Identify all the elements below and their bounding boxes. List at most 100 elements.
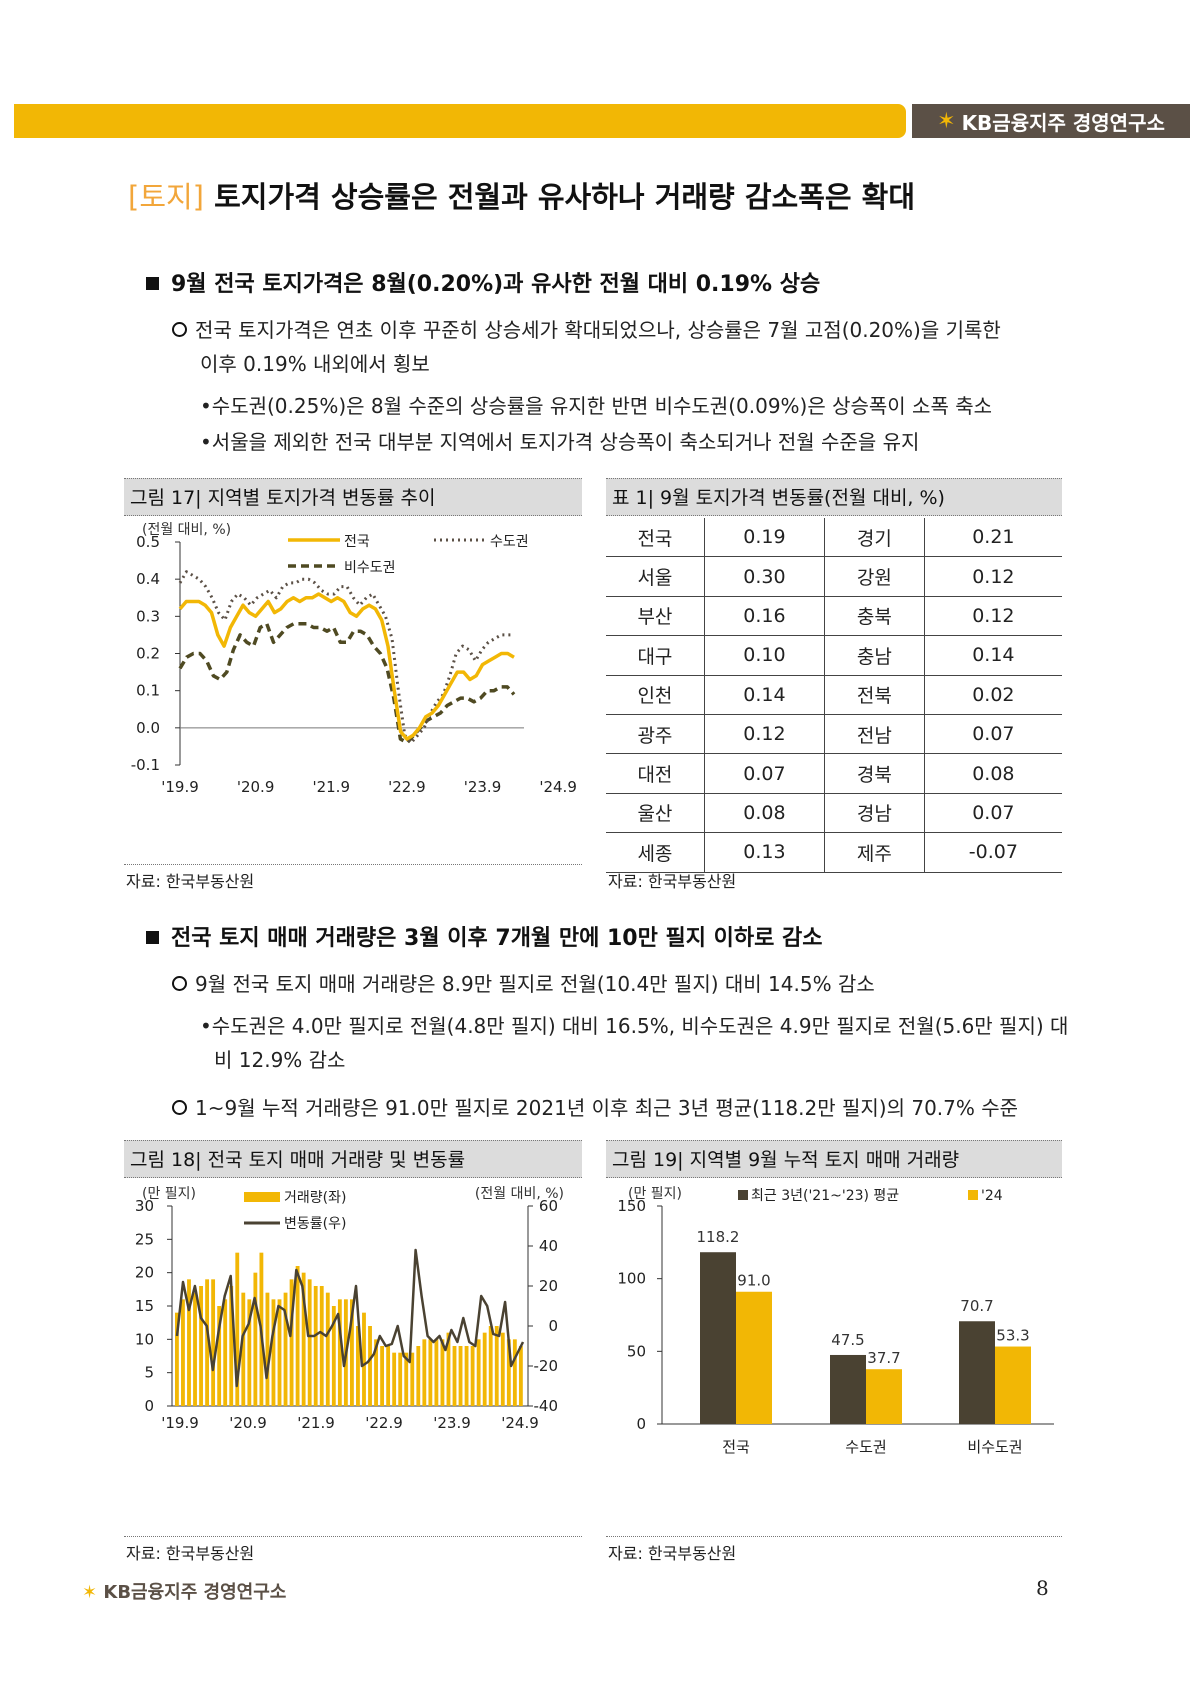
x-tick-label: '21.9 — [297, 1414, 335, 1432]
y-left-tick-label: 0 — [144, 1397, 154, 1415]
x-category-label: 수도권 — [845, 1438, 886, 1456]
data-label: 91.0 — [737, 1272, 770, 1290]
y-tick-label: 50 — [627, 1342, 646, 1360]
volume-bar — [313, 1286, 318, 1406]
region-cell: 서울 — [606, 556, 705, 597]
avg-bar — [830, 1354, 866, 1424]
volume-bar — [482, 1332, 487, 1406]
unit-label: (만 필지) — [628, 1186, 682, 1202]
legend-label: 최근 3년('21~'23) 평균 — [751, 1188, 899, 1204]
legend-swatch-avg — [738, 1190, 748, 1200]
x-tick-label: '24.9 — [539, 778, 577, 796]
data-label: 47.5 — [831, 1331, 864, 1349]
section2-bullet2-text: 1~9월 누적 거래량은 91.0만 필지로 2021년 이후 최근 3년 평균… — [195, 1096, 1019, 1120]
data-label: 118.2 — [697, 1228, 740, 1246]
fig18-source: 자료: 한국부동산원 — [126, 1544, 255, 1563]
fig17-chart: (전월 대비, %)0.5 0.4 0.3 0.2 0.1 0.0 -0.1'19.9 '20… — [131, 522, 577, 796]
x-tick-label: '23.9 — [433, 1414, 471, 1432]
volume-bar — [434, 1339, 439, 1406]
legend-swatch-volume — [244, 1192, 280, 1202]
series-line-national — [178, 592, 515, 741]
y-tick-label: 0.0 — [136, 719, 160, 737]
volume-bar — [277, 1299, 282, 1406]
kb-star-icon: ✶ — [82, 1582, 98, 1603]
volume-bar — [253, 1272, 258, 1406]
y-tick-label: -0.1 — [131, 756, 160, 774]
volume-bar — [362, 1312, 366, 1406]
volume-bar — [247, 1299, 252, 1406]
volume-bar — [187, 1279, 191, 1406]
section1-sub1: •수도권(0.25%)은 8월 수준의 상승률을 유지한 반면 비수도권(0.0… — [200, 394, 993, 418]
section2-heading: 전국 토지 매매 거래량은 3월 이후 7개월 만에 10만 필지 이하로 감소 — [146, 920, 822, 952]
fig19-source: 자료: 한국부동산원 — [608, 1544, 737, 1563]
y-tick-label: 0.3 — [136, 607, 160, 625]
value-cell: 0.08 — [704, 793, 825, 834]
volume-bar — [422, 1339, 427, 1406]
fig19-title: 그림 19| 지역별 9월 누적 토지 매매 거래량 — [606, 1140, 1062, 1178]
y-right-tick-label: 40 — [539, 1237, 558, 1255]
x-tick-label: '23.9 — [464, 778, 502, 796]
volume-bar — [410, 1352, 415, 1406]
avg-bar — [959, 1321, 995, 1424]
section1-sub2: •서울을 제외한 전국 대부분 지역에서 토지가격 상승폭이 축소되거나 전월 … — [200, 430, 920, 454]
section2-heading-text: 전국 토지 매매 거래량은 3월 이후 7개월 만에 10만 필지 이하로 감소 — [171, 926, 823, 951]
change-rate-line — [175, 1248, 525, 1388]
volume-bar — [199, 1286, 203, 1406]
legend-label: 거래량(좌) — [284, 1190, 346, 1206]
value-cell: 0.19 — [704, 518, 825, 558]
value-cell: 0.07 — [924, 714, 1062, 755]
y-tick-label: 100 — [617, 1270, 646, 1288]
title-text: 토지가격 상승률은 전월과 유사하나 거래량 감소폭은 확대 — [214, 180, 916, 214]
table-row: 광주 0.12 전남 0.07 — [606, 714, 1062, 755]
circle-bullet-icon — [172, 322, 187, 337]
region-cell: 광주 — [606, 714, 705, 755]
volume-bar — [452, 1346, 457, 1406]
legend-swatch-current — [968, 1190, 978, 1200]
section2-sub1-line2: 비 12.9% 감소 — [214, 1048, 346, 1072]
volume-bar — [289, 1279, 294, 1406]
series-line-noncapital — [178, 622, 516, 745]
region-cell: 부산 — [606, 596, 705, 637]
fig19-chart: (만 필지)150 100 50 0 최근 3년('21~'23) 평균 '24 118.2… — [617, 1186, 1054, 1456]
current-bar — [736, 1291, 772, 1424]
section2-bullet1-text: 9월 전국 토지 매매 거래량은 8.9만 필지로 전월(10.4만 필지) 대… — [195, 972, 875, 996]
section1-bullet1: 전국 토지가격은 연초 이후 꾸준히 상승세가 확대되었으나, 상승률은 7월 … — [172, 314, 1001, 343]
value-cell: 0.12 — [704, 714, 825, 755]
section1-bullet1-line1: 전국 토지가격은 연초 이후 꾸준히 상승세가 확대되었으나, 상승률은 7월 … — [195, 318, 1001, 342]
volume-bar — [392, 1352, 397, 1406]
y-left-tick-label: 20 — [135, 1264, 154, 1282]
kb-star-icon: ✶ — [937, 108, 956, 134]
y-right-tick-label: 0 — [548, 1317, 558, 1335]
x-tick-label: '22.9 — [388, 778, 426, 796]
y-tick-label: 150 — [617, 1197, 646, 1215]
table1-source: 자료: 한국부동산원 — [608, 872, 737, 891]
volume-bar — [350, 1299, 354, 1406]
x-tick-label: '20.9 — [229, 1414, 267, 1432]
x-tick-label: '19.9 — [161, 778, 199, 796]
section1-bullet1-line2: 이후 0.19% 내외에서 횡보 — [200, 352, 430, 376]
table-row: 대전 0.07 경북 0.08 — [606, 753, 1062, 794]
volume-bar — [211, 1279, 216, 1406]
volume-bar — [464, 1346, 469, 1406]
value-cell: 0.30 — [704, 556, 825, 597]
region-cell: 경기 — [824, 518, 925, 558]
y-left-tick-label: 30 — [135, 1197, 154, 1215]
y-tick-label: 0.4 — [136, 570, 160, 588]
volume-bar — [374, 1339, 378, 1406]
circle-bullet-icon — [172, 1100, 187, 1115]
series-line-capital — [178, 570, 514, 745]
region-cell: 전북 — [824, 675, 925, 715]
region-cell: 강원 — [824, 556, 925, 597]
legend-label: 변동률(우) — [284, 1216, 346, 1232]
header-brand-text: KB금융지주 경영연구소 — [961, 110, 1165, 135]
section1-heading: 9월 전국 토지가격은 8월(0.20%)과 유사한 전월 대비 0.19% 상… — [146, 266, 820, 298]
volume-bar — [235, 1252, 240, 1406]
y-right-tick-label: 20 — [539, 1277, 558, 1295]
section2-bullet1: 9월 전국 토지 매매 거래량은 8.9만 필지로 전월(10.4만 필지) 대… — [172, 968, 875, 997]
circle-bullet-icon — [172, 976, 187, 991]
data-label: 70.7 — [960, 1297, 993, 1315]
section1-heading-text: 9월 전국 토지가격은 8월(0.20%)과 유사한 전월 대비 0.19% 상… — [171, 272, 821, 297]
region-cell: 세종 — [606, 832, 705, 873]
value-cell: 0.14 — [924, 635, 1062, 676]
volume-bar — [518, 1346, 523, 1406]
